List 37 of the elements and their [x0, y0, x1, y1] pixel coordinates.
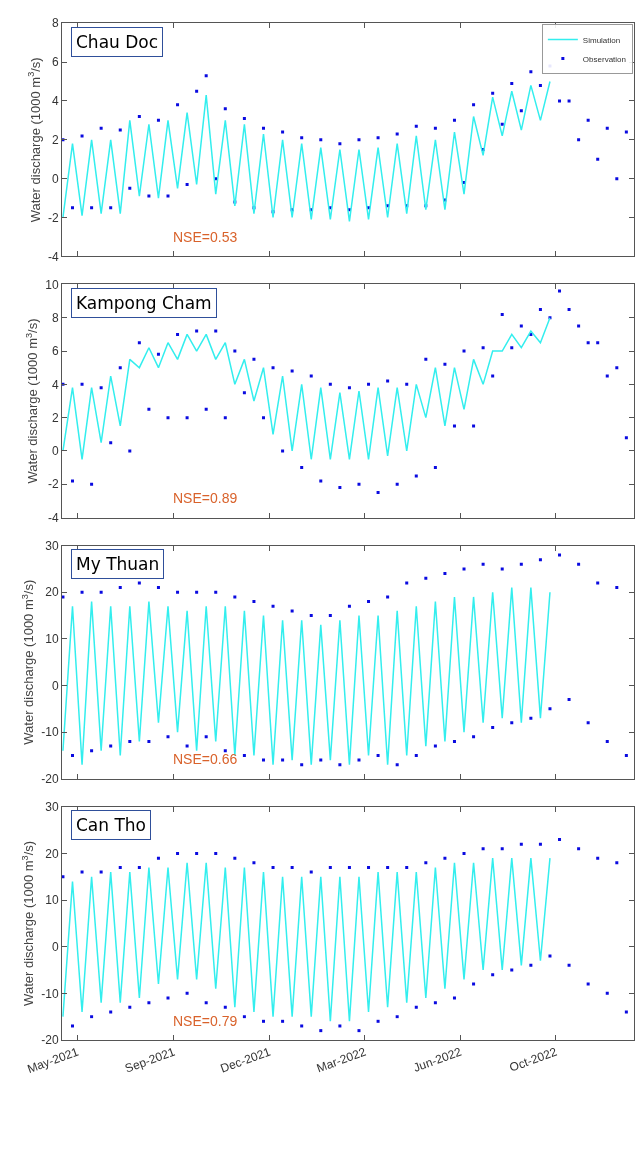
- annotation: NSE=0.79: [173, 1013, 238, 1029]
- y-tick-label: 0: [51, 444, 59, 459]
- y-tick-label: 0: [51, 939, 59, 954]
- y-tick-label: 8: [51, 310, 59, 325]
- annotation: NSE=0.89: [173, 490, 238, 506]
- y-tick-label: 2: [51, 132, 59, 147]
- annotation: NSE=0.66: [173, 751, 238, 767]
- y-tick-label: 4: [51, 94, 59, 109]
- y-tick-label: 30: [45, 538, 59, 553]
- y-tick-label: -2: [47, 477, 59, 492]
- y-tick-label: 10: [45, 632, 59, 647]
- y-tick-label: 10: [45, 277, 59, 292]
- y-tick-label: -10: [41, 986, 59, 1001]
- y-tick-label: -20: [41, 771, 59, 786]
- text: Can Tho: [76, 815, 147, 835]
- y-tick-label: -20: [41, 1033, 59, 1048]
- y-tick-label: -10: [41, 725, 59, 740]
- text: Chau Doc: [76, 32, 159, 52]
- y-tick-label: 6: [51, 55, 59, 70]
- legend-label: Simulation: [582, 35, 621, 45]
- y-tick-label: -4: [47, 249, 59, 264]
- legend-label: Observation: [582, 54, 626, 64]
- y-tick-label: -2: [47, 210, 59, 225]
- y-tick-label: 0: [51, 678, 59, 693]
- y-tick-label: 30: [45, 800, 59, 815]
- y-tick-label: 2: [51, 410, 59, 425]
- y-tick-label: -4: [47, 510, 59, 525]
- y-tick-label: 0: [51, 171, 59, 186]
- y-tick-label: 8: [51, 16, 59, 31]
- y-tick-label: 4: [51, 377, 59, 392]
- y-tick-label: 20: [45, 846, 59, 861]
- y-tick-label: 20: [45, 585, 59, 600]
- y-tick-label: 6: [51, 344, 59, 359]
- text: My Thuan: [76, 554, 160, 574]
- y-tick-label: 10: [45, 893, 59, 908]
- text: Kampong Cham: [76, 293, 212, 313]
- annotation: NSE=0.53: [173, 229, 238, 245]
